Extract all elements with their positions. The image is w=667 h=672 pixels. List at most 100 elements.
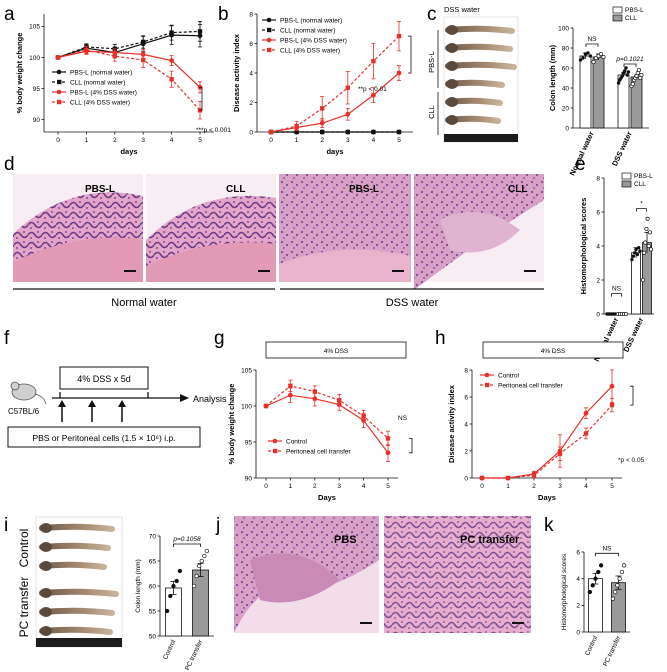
legend-label: CLL (normal water) [280,27,335,34]
data-dot [613,312,617,316]
legend-swatch [612,14,623,22]
data-dot [199,558,204,564]
bar [592,56,605,129]
chart-h: 0 1 2 3 4 5 0 2 4 6 8 Days Disease activity index Con… [447,367,634,502]
histology-label-d2: CLL [226,184,245,195]
x-axis-label: days [120,147,137,156]
data-dot [646,243,651,249]
significance-bracket [585,43,599,47]
colon-specimen [39,523,115,532]
y-tick-label: 70 [149,533,157,540]
colon-photo-title: DSS water [444,5,480,14]
y-tick-label: 0 [565,125,569,132]
data-dot [578,58,583,62]
data-dot [177,568,183,574]
data-dot [593,576,598,581]
cecum [446,97,458,107]
data-point [371,92,376,98]
histology-label-d3: PBS-L [349,184,379,195]
data-point [141,39,146,45]
series-line-1 [57,30,201,59]
x-tick-label: 1 [85,137,89,144]
data-point [479,475,485,481]
panel-letter-f: f [4,328,10,349]
injection-arrows [58,400,126,422]
data-point [531,473,537,478]
data-point [169,30,174,35]
x-tick-label: 5 [386,483,390,490]
data-dot [164,608,170,614]
series-line-2 [270,72,400,133]
legend-label: PBS-L [634,173,653,180]
data-point [505,475,511,481]
cecum [40,561,52,571]
injection-label: PBS or Peritoneal cells (1.5 × 10⁶) i.p. [32,433,175,443]
x-tick-label: 3 [558,483,562,490]
cecum [446,79,458,89]
data-point [197,29,203,34]
colon-photo-c [443,16,519,143]
cecum [40,542,52,552]
data-dot [623,311,629,317]
x-category-label: PC transfer [184,638,205,672]
histology-label-d1: PBS-L [85,184,115,195]
y-tick-label: 55 [149,608,157,615]
legend-swatch [621,172,632,180]
panel-letter-b: b [218,4,229,25]
chart-title-g: 4% DSS [324,348,349,355]
x-tick-label: 3 [337,483,341,490]
data-point [583,410,589,416]
y-axis-label: Disease activity index [232,33,241,112]
data-dot [581,56,585,60]
histology-panel-d [13,174,544,290]
chart-title-h: 4% DSS [541,348,566,355]
x-tick-label: 3 [346,137,350,144]
legend-label: CLL [625,15,637,22]
significance-bracket [595,552,619,557]
x-group-label: DSS water [610,130,634,167]
panel-letter-d: d [4,154,15,175]
x-group-label: DSS water [621,316,645,353]
data-point [294,123,299,129]
mouse-strain-label: C57BL/6 [8,407,40,416]
x-tick-label: 5 [397,137,401,144]
data-point [263,403,269,409]
cecum [40,523,52,533]
data-dot [191,583,197,589]
annotation-ns: NS [587,36,597,43]
data-dot [598,563,604,568]
data-dot [637,246,641,250]
data-point [557,451,563,456]
legend-label: Peritoneal cell transfer [286,448,352,455]
y-tick-label: 100 [241,403,252,410]
legend-marker [267,27,272,33]
significance-bracket [623,63,637,67]
annotation-p: p=0.1021 [615,56,644,63]
data-dot [630,81,635,87]
injection-box [7,426,201,448]
significance-bracket [408,35,412,74]
significance-bracket [173,543,201,547]
y-tick-label: 4 [576,576,580,583]
schematic-f: 4% DSS x 5d C57BL/6 Analysis PBS or Peri… [7,366,227,448]
chart-k: 0 2 4 6 Histomorphological scores Control PC t… [561,545,630,668]
data-dot [639,72,644,78]
x-tick-label: 2 [532,483,536,490]
data-dot [642,250,647,255]
photo-label-pc-transfer: PC transfer [17,577,31,638]
y-tick-label: 0 [596,311,600,318]
data-dot [616,81,621,85]
data-dot [625,73,629,77]
legend-marker [57,79,62,85]
ruler-c [444,134,518,142]
treatment-box [59,366,149,390]
data-point [169,77,174,82]
data-dot [632,251,637,255]
x-axis-label: Days [318,493,336,502]
legend-label: CLL [634,181,646,188]
y-tick-label: 105 [29,24,40,31]
histology-label-d4: CLL [508,184,527,195]
panel-letter-j: j [215,515,220,536]
data-point [583,431,589,436]
data-point [268,129,274,135]
